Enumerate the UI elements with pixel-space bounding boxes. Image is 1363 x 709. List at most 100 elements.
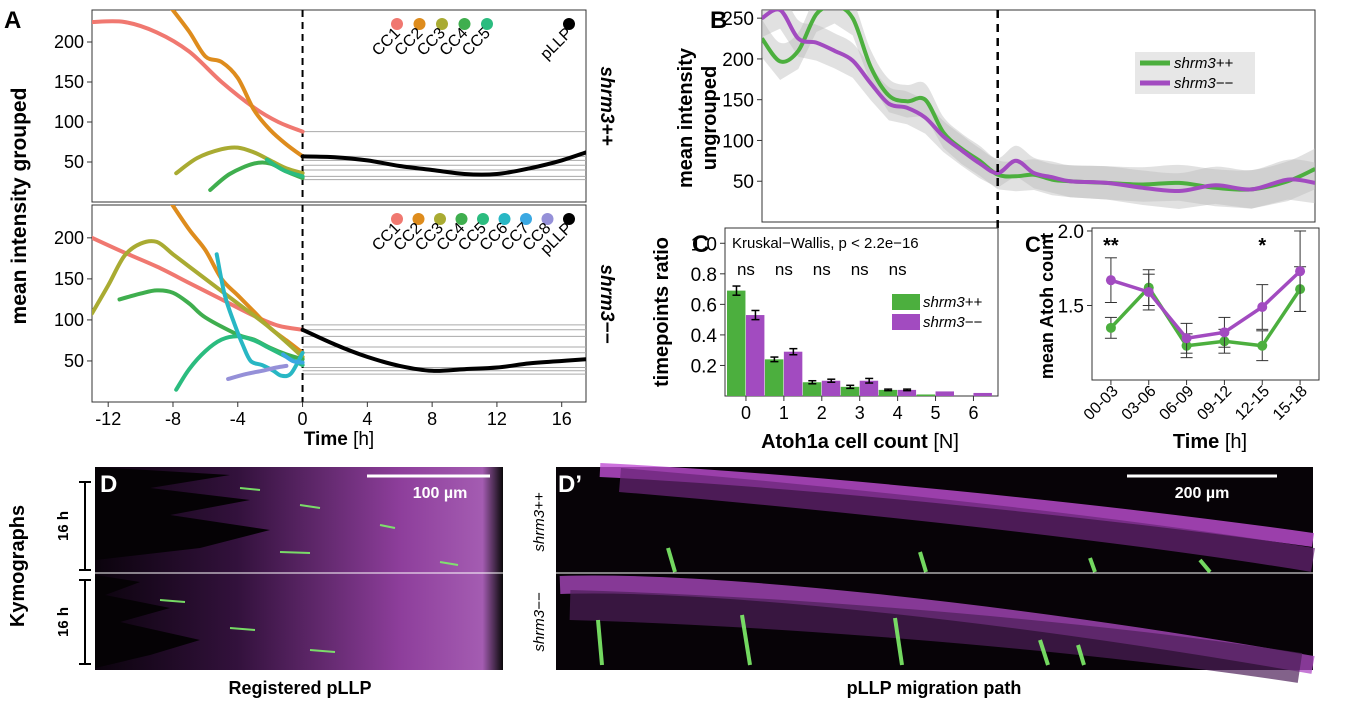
panel-a-x-unit: [h] bbox=[353, 429, 374, 450]
legend-swatch-1 bbox=[892, 314, 920, 330]
bar-mutant bbox=[859, 380, 879, 396]
significance-label: ns bbox=[889, 260, 907, 279]
series-line-cc8 bbox=[226, 363, 289, 381]
legend-dot-cc2 bbox=[412, 213, 425, 225]
series-line-cc7 bbox=[281, 352, 305, 365]
panel-b-y-label-line1: mean intensity bbox=[675, 47, 697, 188]
bar-wildtype bbox=[840, 386, 860, 396]
panel-a-x-label: Time [h] bbox=[304, 429, 374, 450]
panel-label-c: C bbox=[692, 231, 709, 258]
legend-dot-cc2 bbox=[413, 18, 426, 30]
panel-a-bottom-plot bbox=[92, 205, 586, 402]
panel-label-d: D bbox=[100, 471, 117, 498]
panel-c-prime-frame bbox=[1091, 227, 1320, 381]
y-tick-label: 1.0 bbox=[691, 234, 717, 255]
y-tick-label: 50 bbox=[733, 172, 754, 193]
y-tick-label: 150 bbox=[722, 91, 754, 112]
y-tick-label: 0.4 bbox=[691, 326, 718, 347]
panel-b-axes: 50 100 150 200 250 shrm3++ shrm3−− bbox=[722, 9, 1255, 230]
significance-label: ns bbox=[813, 260, 831, 279]
series-line-wildtype bbox=[1109, 284, 1302, 348]
bar-wildtype bbox=[916, 394, 936, 396]
y-tick-label: 50 bbox=[64, 351, 84, 371]
legend-dot-cc5 bbox=[481, 18, 493, 30]
bar-mutant bbox=[897, 389, 917, 396]
legend-dot-cc3 bbox=[436, 18, 448, 30]
panel-c-prime-x-label: Time [h] bbox=[1173, 431, 1247, 453]
bar-wildtype bbox=[727, 290, 746, 396]
bar-wildtype bbox=[764, 359, 784, 396]
kymo-duration-top: 16 h bbox=[55, 511, 72, 541]
x-tick-label: 2 bbox=[817, 403, 827, 423]
panel-a-top-strip-label: shrm3++ bbox=[596, 66, 617, 145]
significance-mark: ** bbox=[1103, 235, 1119, 257]
series-point-mutant bbox=[1295, 266, 1306, 277]
kymographs-side-label: Kymographs bbox=[7, 505, 29, 627]
panel-b-plot bbox=[762, 10, 1315, 209]
panel-c-x-label: Atoh1a cell count [N] bbox=[761, 431, 959, 453]
panel-a-y-label: mean intensity grouped bbox=[8, 88, 31, 325]
legend-dot-cc6 bbox=[498, 213, 511, 225]
x-tick-label: 16 bbox=[552, 409, 572, 429]
y-tick-label: 200 bbox=[722, 50, 754, 71]
significance-mark: * bbox=[1258, 235, 1266, 257]
y-tick-label: 150 bbox=[54, 269, 84, 289]
y-tick-label: 200 bbox=[54, 228, 84, 248]
panel-label-c-prime: C’ bbox=[1025, 232, 1047, 257]
y-tick-label: 1.5 bbox=[1058, 296, 1084, 317]
series-line-mutant bbox=[1110, 269, 1302, 341]
legend-box bbox=[1135, 52, 1255, 94]
x-tick-label: 12 bbox=[487, 409, 507, 429]
panel-label-d-prime: D’ bbox=[558, 471, 582, 498]
significance-label: ns bbox=[737, 260, 755, 279]
panel-a-top-plot bbox=[92, 10, 586, 202]
bar-mutant bbox=[973, 392, 992, 396]
series-line-cc1 bbox=[92, 19, 305, 134]
x-tick-label: 0 bbox=[298, 409, 308, 429]
panel-c-prime-x-label-text: Time bbox=[1173, 431, 1219, 453]
x-tick-label: 1 bbox=[779, 403, 789, 423]
series-point-mutant bbox=[1143, 287, 1154, 298]
x-tick-label: 3 bbox=[855, 403, 865, 423]
kymo-d-scalebar-label: 100 µm bbox=[413, 485, 468, 502]
bar-mutant bbox=[745, 315, 765, 396]
panel-c-x-label-text: Atoh1a cell count bbox=[761, 431, 928, 453]
legend-dot-pllp bbox=[563, 18, 575, 30]
y-tick-label: 0.2 bbox=[691, 356, 717, 377]
x-tick-label: 6 bbox=[968, 403, 978, 423]
series-line-cc2 bbox=[170, 10, 305, 159]
legend-dot-cc5 bbox=[477, 213, 489, 225]
kymo-duration-bottom: 16 h bbox=[55, 607, 72, 637]
series-line-cc3 bbox=[174, 145, 305, 176]
kymograph-d-prime: 200 µm bbox=[556, 463, 1315, 683]
panel-a-x-label-text: Time bbox=[304, 429, 348, 450]
y-tick-label: 150 bbox=[54, 72, 84, 92]
x-tick-label: 4 bbox=[893, 403, 903, 423]
x-tick-label: 4 bbox=[362, 409, 372, 429]
legend-dot-cc7 bbox=[520, 213, 532, 225]
series-line-pllp bbox=[300, 150, 586, 177]
y-tick-label: 50 bbox=[64, 152, 84, 172]
y-tick-label: 100 bbox=[54, 310, 84, 330]
panel-b-y-label-line2: ungrouped bbox=[699, 66, 721, 170]
legend-dot-pllp bbox=[563, 213, 575, 225]
series-line-pllp bbox=[300, 327, 586, 373]
x-tick-label: 12-15 bbox=[1232, 383, 1273, 424]
x-tick-label: 06-09 bbox=[1156, 383, 1197, 424]
y-tick-label: 0.8 bbox=[691, 265, 717, 286]
bar-mutant bbox=[935, 391, 954, 396]
kymo-d-caption: Registered pLLP bbox=[228, 678, 371, 698]
y-tick-label: 2.0 bbox=[1058, 222, 1084, 243]
x-tick-label: -4 bbox=[230, 409, 246, 429]
legend-dot-cc1 bbox=[391, 213, 403, 225]
kymo-strip-top: shrm3++ bbox=[531, 492, 548, 551]
bar-mutant bbox=[821, 380, 841, 396]
panel-a-bottom-frame bbox=[91, 204, 587, 403]
significance-label: ns bbox=[851, 260, 869, 279]
x-tick-label: 15-18 bbox=[1270, 383, 1311, 424]
x-tick-label: 5 bbox=[931, 403, 941, 423]
legend-dot-cc8 bbox=[541, 213, 554, 225]
panel-c-test-annotation: Kruskal−Wallis, p < 2.2e−16 bbox=[732, 235, 919, 252]
series-line-cc5 bbox=[264, 157, 305, 179]
